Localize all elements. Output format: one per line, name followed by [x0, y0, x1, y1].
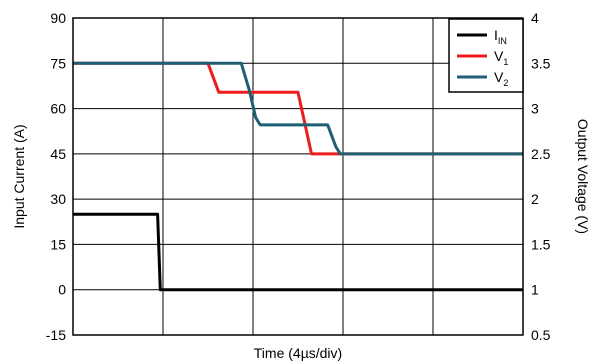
right-axis-tick-label: 2 — [531, 191, 539, 207]
series-line-v-2 — [73, 61, 523, 156]
left-axis-tick-label: 60 — [50, 101, 66, 117]
tick-labels: -15 0 15 30 45 60 75 90 0.5 1 1.5 2 2.5 3 3.5 4 — [46, 10, 551, 343]
legend-entry-name: V — [494, 69, 504, 85]
right-axis-tick-label: 1 — [531, 282, 539, 298]
legend-entry-label: V2 — [494, 69, 508, 88]
right-axis-tick-label: 0.5 — [531, 327, 551, 343]
left-axis-tick-label: 15 — [50, 236, 66, 252]
legend-entry-subscript: 1 — [503, 57, 508, 67]
x-axis-label: Time (4µs/div) — [254, 345, 342, 361]
right-axis-tick-label: 3.5 — [531, 55, 551, 71]
y-axis-label-left: Input Current (A) — [11, 124, 27, 228]
plot-frame — [72, 17, 524, 336]
left-axis-tick-label: -15 — [46, 327, 66, 343]
right-axis-tick-label: 3 — [531, 101, 539, 117]
series-line-i-in — [73, 212, 523, 292]
legend-entry-subscript: IN — [498, 36, 507, 46]
right-axis-tick-label: 1.5 — [531, 236, 551, 252]
left-axis-tick-label: 90 — [50, 10, 66, 26]
legend-entry-label: IIN — [494, 27, 507, 46]
right-axis-tick-label: 4 — [531, 10, 539, 26]
left-axis-tick-label: 0 — [58, 282, 66, 298]
series-lines — [73, 61, 523, 292]
right-axis-tick-label: 2.5 — [531, 146, 551, 162]
left-axis-tick-label: 30 — [50, 191, 66, 207]
legend-entry-name: I — [494, 27, 498, 43]
legend-entry-subscript: 2 — [503, 78, 508, 88]
legend-entry-name: V — [494, 48, 504, 64]
legend-entry-label: V1 — [494, 48, 508, 67]
left-axis-tick-label: 75 — [50, 55, 66, 71]
y-axis-label-right: Output Voltage (V) — [575, 119, 590, 234]
left-axis-tick-label: 45 — [50, 146, 66, 162]
